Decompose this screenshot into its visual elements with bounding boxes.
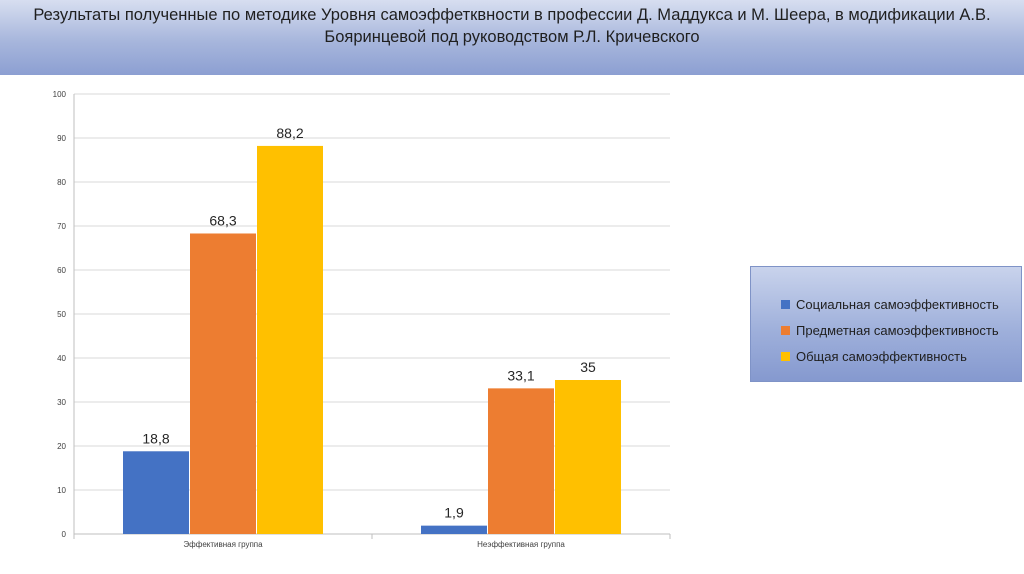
data-label-0-0: 18,8 [142,430,169,446]
x-category-label-0: Эффективная группа [183,540,263,549]
legend-item-subject: Предметная самоэффективность [781,317,1021,343]
bar-social-0 [123,451,189,534]
x-category-label-1: Неэффективная группа [477,540,565,549]
bar-chart: 0 10 20 30 40 50 60 70 80 90 100 18,8 68,3 88,2 Эффект… [53,90,671,549]
legend-label-social: Социальная самоэффективность [796,296,999,312]
legend-item-social: Социальная самоэффективность [781,291,1021,317]
y-tick-label-50: 50 [57,310,66,319]
bar-general-1 [555,380,621,534]
bar-subject-0 [190,233,256,535]
y-tick-label-80: 80 [57,178,66,187]
legend-item-general: Общая самоэффективность [781,343,1021,369]
legend-swatch-general [781,351,790,361]
data-label-1-1: 33,1 [507,367,534,383]
y-tick-label-100: 100 [53,90,67,99]
legend-swatch-subject [781,325,790,335]
bar-subject-1 [488,388,554,534]
data-label-2-1: 35 [580,359,596,375]
bar-social-1 [421,525,487,534]
y-tick-label-60: 60 [57,266,66,275]
data-label-2-0: 88,2 [276,125,303,141]
legend-label-general: Общая самоэффективность [796,348,967,364]
y-tick-label-20: 20 [57,442,66,451]
y-tick-label-10: 10 [57,486,66,495]
y-tick-label-30: 30 [57,398,66,407]
chart-legend: Социальная самоэффективность Предметная … [750,266,1022,382]
y-tick-label-40: 40 [57,354,66,363]
bar-general-0 [257,145,323,535]
y-tick-label-70: 70 [57,222,66,231]
data-label-1-0: 68,3 [209,212,236,228]
chart-title: Результаты полученные по методике Уровня… [33,6,991,46]
data-label-0-1: 1,9 [444,505,464,521]
title-band: Результаты полученные по методике Уровня… [0,0,1024,75]
legend-label-subject: Предметная самоэффективность [796,322,999,338]
y-tick-label-90: 90 [57,134,66,143]
legend-swatch-social [781,299,790,309]
y-tick-label-0: 0 [62,530,67,539]
